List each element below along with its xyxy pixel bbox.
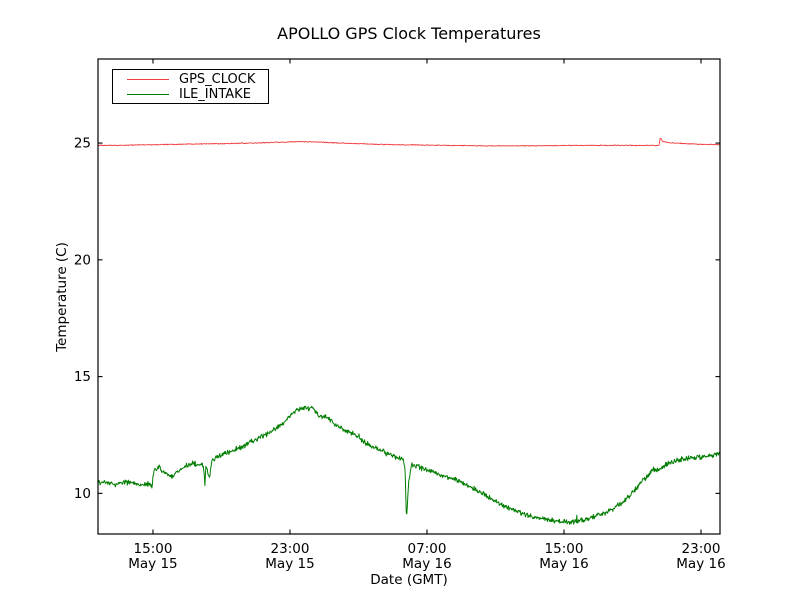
chart-title: APOLLO GPS Clock Temperatures	[277, 24, 541, 43]
x-axis-label: Date (GMT)	[370, 572, 448, 588]
y-axis-label: Temperature (C)	[54, 242, 70, 352]
legend-label: GPS_CLOCK	[179, 72, 256, 87]
y-tick-label: 25	[74, 136, 91, 152]
x-tick-label-time: 15:00	[545, 541, 584, 557]
x-tick-label-time: 23:00	[682, 541, 721, 557]
legend-entry-gps-clock: GPS_CLOCK	[113, 72, 268, 87]
x-tick-label-date: May 16	[402, 556, 451, 572]
y-tick-label: 20	[74, 252, 91, 268]
x-tick-label-date: May 15	[265, 556, 314, 572]
y-tick-label: 15	[74, 369, 91, 385]
x-tick-label-time: 07:00	[408, 541, 447, 557]
x-tick-label-date: May 16	[676, 556, 725, 572]
series-line-ile_intake	[97, 405, 721, 525]
x-tick-label-date: May 15	[128, 556, 177, 572]
legend-entry-ile-intake: ILE_INTAKE	[113, 87, 268, 102]
series-line-gps_clock	[97, 137, 721, 147]
legend-line-icon	[127, 79, 169, 80]
legend: GPS_CLOCK ILE_INTAKE	[112, 69, 269, 104]
legend-label: ILE_INTAKE	[179, 87, 251, 102]
x-tick-label-time: 23:00	[271, 541, 310, 557]
plot-frame	[97, 58, 721, 535]
legend-line-icon	[127, 94, 169, 95]
y-tick-label: 10	[74, 486, 91, 502]
x-tick-label-time: 15:00	[134, 541, 173, 557]
x-tick-label-date: May 16	[539, 556, 588, 572]
